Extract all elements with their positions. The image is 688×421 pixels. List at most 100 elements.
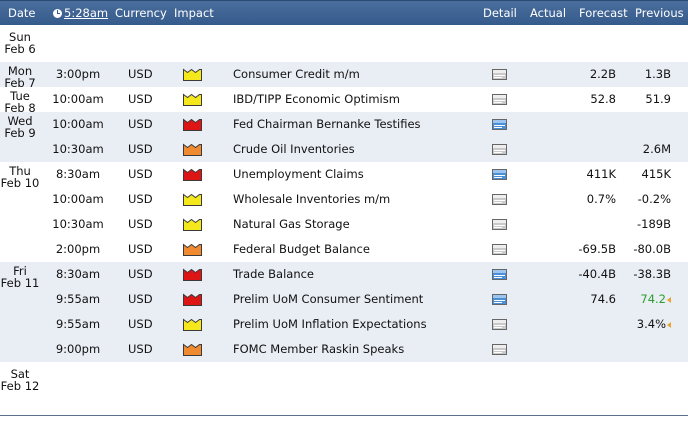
doc-gray-icon[interactable] <box>492 319 507 330</box>
table-row[interactable]: 10:00am USD Fed Chairman Bernanke Testifie… <box>0 112 688 137</box>
event-title[interactable]: Natural Gas Storage <box>233 217 350 231</box>
doc-blue-icon[interactable] <box>492 294 507 305</box>
doc-gray-icon[interactable] <box>492 244 507 255</box>
previous-value: -0.2% <box>637 192 671 206</box>
table-row[interactable]: 10:30am USD Crude Oil Inventories 2.6M <box>0 137 688 162</box>
header-previous: Previous <box>635 6 684 20</box>
doc-gray-icon[interactable] <box>492 144 507 155</box>
event-currency: USD <box>128 317 153 331</box>
event-title[interactable]: FOMC Member Raskin Speaks <box>233 342 405 356</box>
day-name: Sat <box>10 367 30 381</box>
day-date: Feb 6 <box>4 42 36 56</box>
event-title[interactable]: Fed Chairman Bernanke Testifies <box>233 117 421 131</box>
doc-gray-icon[interactable] <box>492 94 507 105</box>
event-time: 3:00pm <box>55 67 101 81</box>
previous-cell: 51.9 <box>620 87 671 112</box>
forecast-value: 74.6 <box>590 292 616 306</box>
previous-value: 51.9 <box>645 92 671 106</box>
event-title[interactable]: Prelim UoM Inflation Expectations <box>233 317 427 331</box>
event-currency: USD <box>128 242 153 256</box>
event-title[interactable]: Wholesale Inventories m/m <box>233 192 391 206</box>
table-row[interactable]: 9:55am USD Prelim UoM Inflation Expectatio… <box>0 312 688 337</box>
impact-low-icon <box>183 193 202 206</box>
table-row[interactable]: 9:00pm USD FOMC Member Raskin Speaks <box>0 337 688 362</box>
event-currency: USD <box>128 167 153 181</box>
day-date-cell: Mon Feb 7 <box>0 65 40 89</box>
header-time-link[interactable]: 5:28am <box>53 1 108 26</box>
event-currency: USD <box>128 67 153 81</box>
day-date-cell: Tue Feb 8 <box>0 90 40 114</box>
table-row[interactable]: 3:00pm USD Consumer Credit m/m 2.2B 1.3B <box>0 62 688 87</box>
doc-gray-icon[interactable] <box>492 219 507 230</box>
forecast-value <box>560 337 616 362</box>
revision-flag-icon[interactable] <box>667 321 671 328</box>
doc-gray-icon[interactable] <box>492 344 507 355</box>
header-currency: Currency <box>115 6 167 20</box>
forecast-value <box>560 112 616 137</box>
event-time: 9:55am <box>55 292 101 306</box>
day-group: Fri Feb 11 8:30am USD Trade Balance -40.4B -38… <box>0 262 688 362</box>
impact-medium-icon <box>183 143 202 156</box>
previous-cell: -189B <box>620 212 671 237</box>
event-currency: USD <box>128 292 153 306</box>
table-row[interactable]: 2:00pm USD Federal Budget Balance -69.5B -80… <box>0 237 688 262</box>
table-row[interactable]: 10:00am USD Wholesale Inventories m/m 0.7% -… <box>0 187 688 212</box>
previous-cell <box>620 337 671 362</box>
previous-cell: 74.2 <box>620 287 671 312</box>
day-date: Feb 12 <box>0 379 40 393</box>
header-date: Date <box>8 6 36 20</box>
impact-high-icon <box>183 268 202 281</box>
doc-blue-icon[interactable] <box>492 169 507 180</box>
doc-blue-icon[interactable] <box>492 269 507 280</box>
impact-high-icon <box>183 168 202 181</box>
day-group: Sat Feb 12 <box>0 362 688 399</box>
forecast-value: 0.7% <box>586 192 616 206</box>
event-title[interactable]: Trade Balance <box>233 267 315 281</box>
event-currency: USD <box>128 342 153 356</box>
current-time[interactable]: 5:28am <box>64 6 109 20</box>
event-title[interactable]: Federal Budget Balance <box>233 242 370 256</box>
previous-value: 74.2 <box>640 292 666 306</box>
day-name: Tue <box>10 89 30 103</box>
forecast-value: 411K <box>586 167 617 181</box>
table-row[interactable]: 8:30am USD Trade Balance -40.4B -38.3B <box>0 262 688 287</box>
previous-cell: 3.4% <box>620 312 671 337</box>
calendar-header: Date 5:28am Currency Impact Detail Actua… <box>0 0 688 25</box>
forecast-value: 2.2B <box>589 67 616 81</box>
previous-value: 1.3B <box>644 67 671 81</box>
event-time: 8:30am <box>55 267 101 281</box>
previous-value: 415K <box>641 167 672 181</box>
previous-cell: -0.2% <box>620 187 671 212</box>
table-row[interactable]: 9:55am USD Prelim UoM Consumer Sentiment 74… <box>0 287 688 312</box>
table-row[interactable]: 8:30am USD Unemployment Claims 411K 415K <box>0 162 688 187</box>
impact-low-icon <box>183 218 202 231</box>
event-time: 8:30am <box>55 167 101 181</box>
header-detail: Detail <box>483 6 517 20</box>
event-time: 9:55am <box>55 317 101 331</box>
event-currency: USD <box>128 192 153 206</box>
previous-cell: 415K <box>620 162 672 187</box>
event-currency: USD <box>128 92 153 106</box>
table-row[interactable]: 10:30am USD Natural Gas Storage -189B <box>0 212 688 237</box>
table-row[interactable]: 10:00am USD IBD/TIPP Economic Optimism 52.8… <box>0 87 688 112</box>
revision-flag-icon[interactable] <box>667 296 671 303</box>
previous-cell: 1.3B <box>620 62 671 87</box>
doc-gray-icon[interactable] <box>492 69 507 80</box>
event-title[interactable]: IBD/TIPP Economic Optimism <box>233 92 400 106</box>
doc-gray-icon[interactable] <box>492 194 507 205</box>
doc-blue-icon[interactable] <box>492 119 507 130</box>
event-title[interactable]: Consumer Credit m/m <box>233 67 360 81</box>
forecast-value <box>560 312 616 337</box>
event-title[interactable]: Unemployment Claims <box>233 167 364 181</box>
forecast-value <box>560 137 616 162</box>
previous-cell: 2.6M <box>620 137 671 162</box>
day-name: Sun <box>9 30 31 44</box>
header-impact: Impact <box>174 6 214 20</box>
event-time: 10:30am <box>52 217 104 231</box>
event-time: 10:00am <box>52 92 104 106</box>
header-forecast: Forecast <box>579 6 628 20</box>
event-title[interactable]: Crude Oil Inventories <box>233 142 355 156</box>
day-group: Mon Feb 7 3:00pm USD Consumer Credit m/m 2.2B… <box>0 62 688 89</box>
day-date-cell: Wed Feb 9 <box>0 115 40 139</box>
event-title[interactable]: Prelim UoM Consumer Sentiment <box>233 292 424 306</box>
